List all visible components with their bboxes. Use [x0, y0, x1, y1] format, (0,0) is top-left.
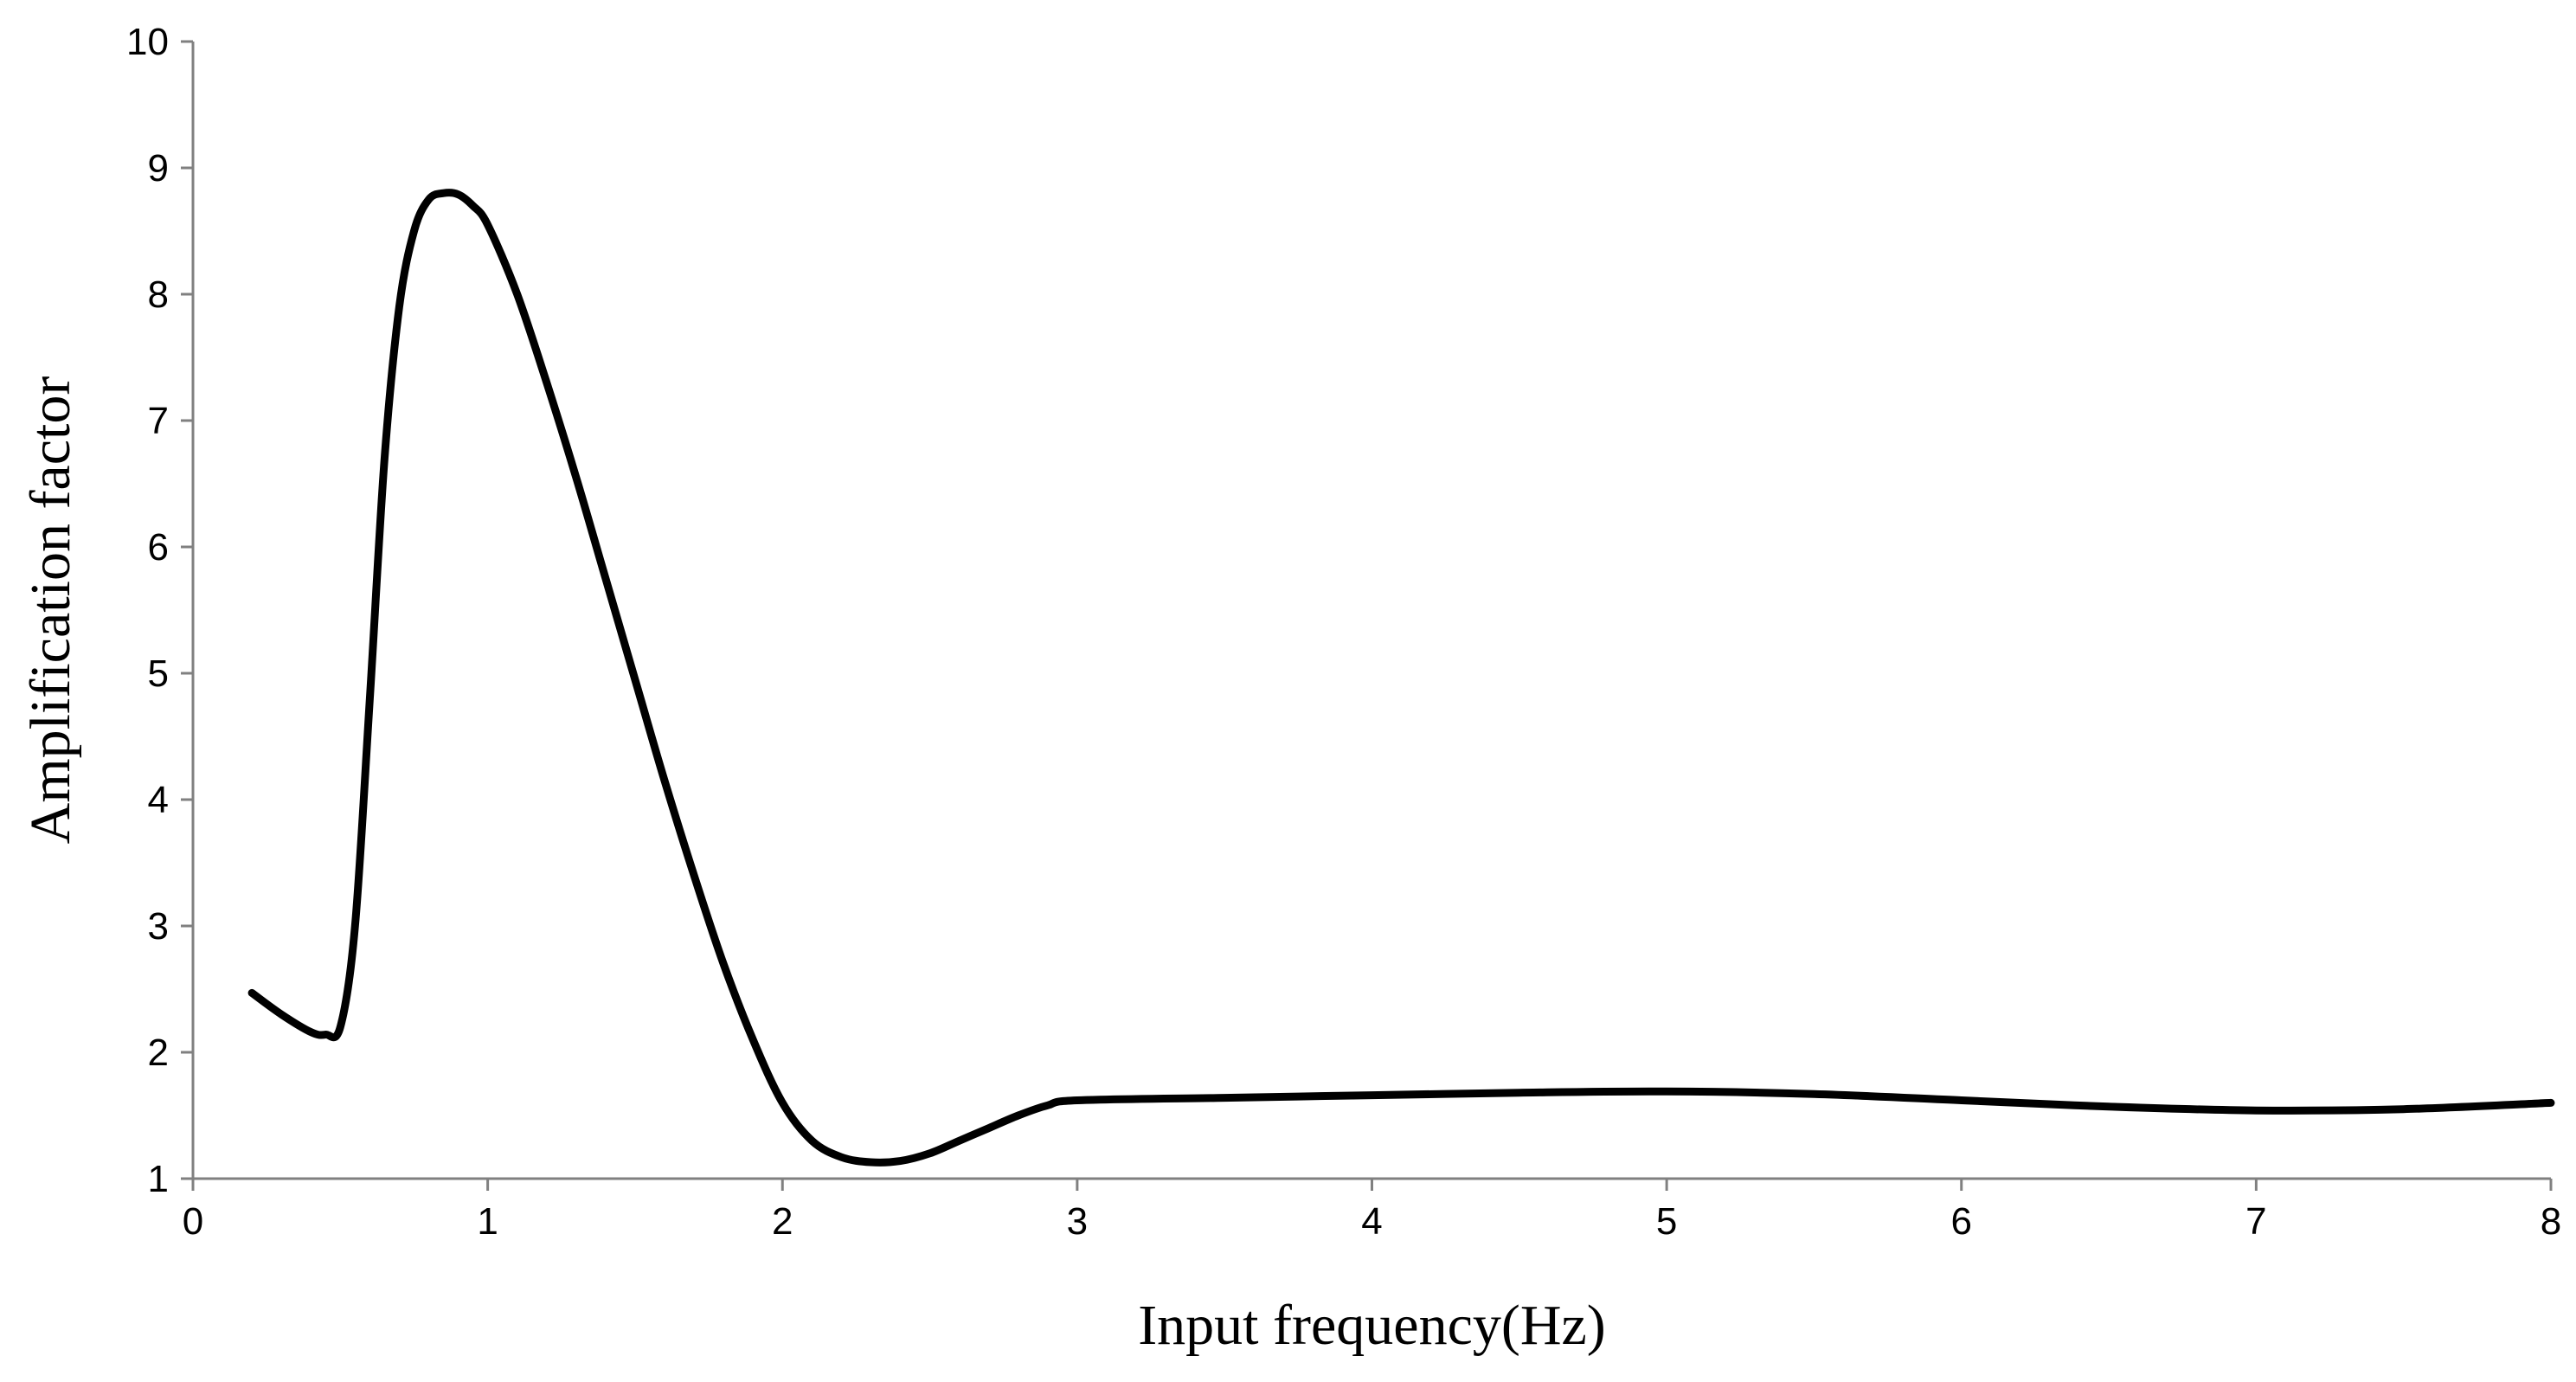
x-tick-label: 3 [1067, 1200, 1088, 1243]
x-axis: 0 1 2 3 4 5 6 7 8 [183, 1177, 2561, 1243]
x-tick-label: 6 [1951, 1200, 1972, 1243]
y-tick-label: 8 [148, 273, 169, 316]
y-tick-label: 4 [148, 779, 169, 821]
x-tick-label: 5 [1656, 1200, 1677, 1243]
y-tick-label: 3 [148, 905, 169, 948]
x-tick-label: 1 [477, 1200, 498, 1243]
y-tick-label: 6 [148, 526, 169, 569]
x-tick-label: 7 [2245, 1200, 2266, 1243]
y-tick-label: 1 [148, 1158, 169, 1200]
y-tick-label: 7 [148, 400, 169, 442]
x-tick-label: 2 [772, 1200, 793, 1243]
series-line [247, 189, 2555, 1167]
y-tick-label: 5 [148, 652, 169, 695]
x-tick-label: 8 [2541, 1200, 2561, 1243]
y-axis-title: Amplification factor [19, 376, 82, 845]
y-axis: 1 2 3 4 5 6 7 8 9 10 [126, 21, 195, 1200]
y-tick-label: 9 [148, 147, 169, 190]
plot-area [247, 189, 2555, 1167]
y-tick-label: 2 [148, 1032, 169, 1074]
y-tick-label: 10 [126, 21, 169, 63]
x-tick-label: 4 [1361, 1200, 1382, 1243]
x-axis-title: Input frequency(Hz) [1138, 1294, 1606, 1357]
x-tick-label: 0 [183, 1200, 203, 1243]
